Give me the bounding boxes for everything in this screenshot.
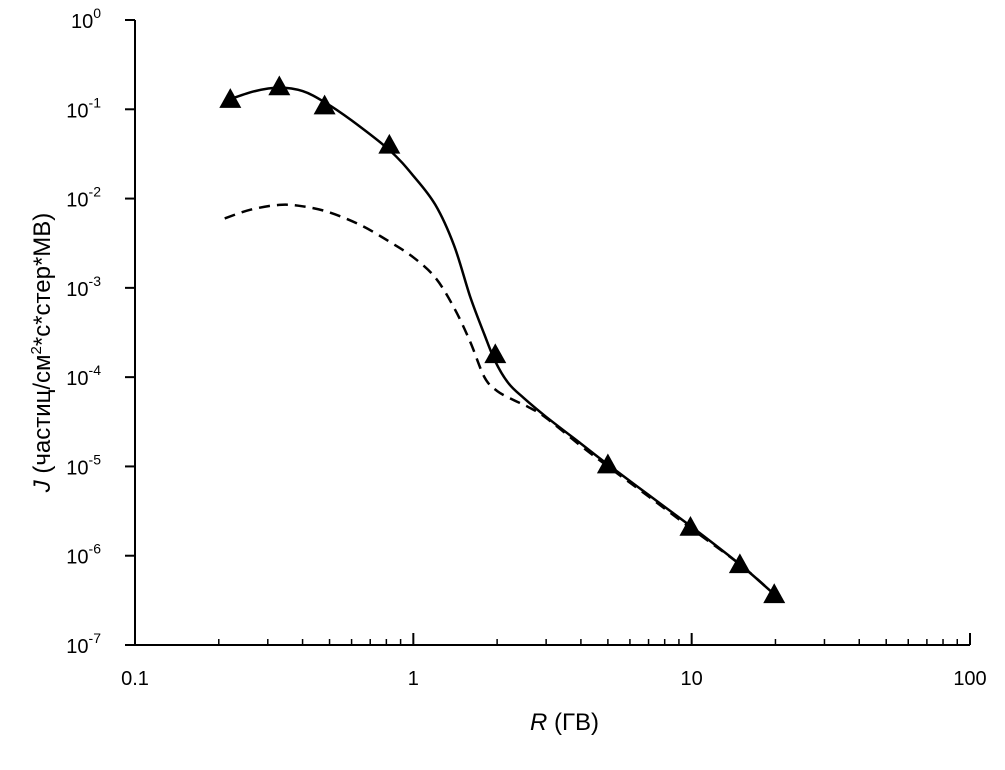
x-axis-title: R (ГВ) (530, 709, 599, 736)
y-tick-exponent: 0 (93, 5, 101, 21)
y-tick-base: 10 (66, 636, 88, 658)
y-tick-label: 10-1 (66, 94, 101, 122)
y-tick-label: 10-4 (66, 362, 101, 390)
triangle-marker (219, 88, 242, 108)
x-tick-label: 100 (953, 668, 986, 690)
triangle-marker (596, 453, 619, 474)
solid-curve (229, 86, 776, 596)
triangle-marker (679, 515, 702, 536)
y-axis-unit-pre: (частиц/см (29, 354, 56, 480)
y-tick-exponent: -3 (89, 273, 102, 289)
y-tick-exponent: -7 (89, 630, 102, 646)
dashed-curve (224, 203, 776, 596)
x-tick-label: 1 (408, 668, 419, 690)
y-tick-exponent: -1 (89, 94, 102, 110)
y-tick-exponent: -6 (89, 541, 102, 557)
y-tick-label: 100 (71, 5, 101, 33)
y-tick-base: 10 (66, 368, 88, 390)
y-tick-label: 10-2 (66, 184, 101, 212)
triangle-marker (268, 75, 291, 96)
y-axis-title: J (частиц/см2*с*стер*МВ) (28, 213, 56, 494)
x-axis-variable: R (530, 709, 547, 736)
y-tick-label: 10-6 (66, 541, 101, 569)
y-axis-variable: J (29, 479, 56, 493)
x-tick-label: 10 (681, 668, 703, 690)
x-tick-label: 0.1 (121, 668, 149, 690)
triangle-marker (484, 343, 507, 364)
y-tick-exponent: -4 (89, 362, 102, 378)
y-tick-label: 10-5 (66, 451, 101, 479)
triangle-marker (763, 583, 786, 604)
triangle-marker (313, 94, 336, 115)
plot-area (219, 75, 786, 604)
y-tick-base: 10 (66, 100, 88, 122)
y-tick-base: 10 (66, 190, 88, 212)
y-tick-base: 10 (66, 547, 88, 569)
axes (134, 20, 970, 646)
y-tick-exponent: -5 (89, 451, 102, 467)
y-axis-unit-sup: 2 (28, 346, 45, 354)
y-tick-base: 10 (66, 279, 88, 301)
triangle-marker (728, 553, 751, 574)
y-tick-base: 10 (71, 11, 93, 33)
x-axis-ticks: 0.1 1 10 100 (121, 633, 987, 690)
y-tick-label: 10-7 (66, 630, 101, 658)
y-tick-exponent: -2 (89, 184, 102, 200)
x-axis-unit: (ГВ) (547, 709, 599, 736)
triangle-marker (378, 133, 401, 154)
y-tick-label: 10-3 (66, 273, 101, 301)
y-tick-base: 10 (66, 457, 88, 479)
y-axis-unit-post: *с*стер*МВ) (29, 213, 56, 346)
